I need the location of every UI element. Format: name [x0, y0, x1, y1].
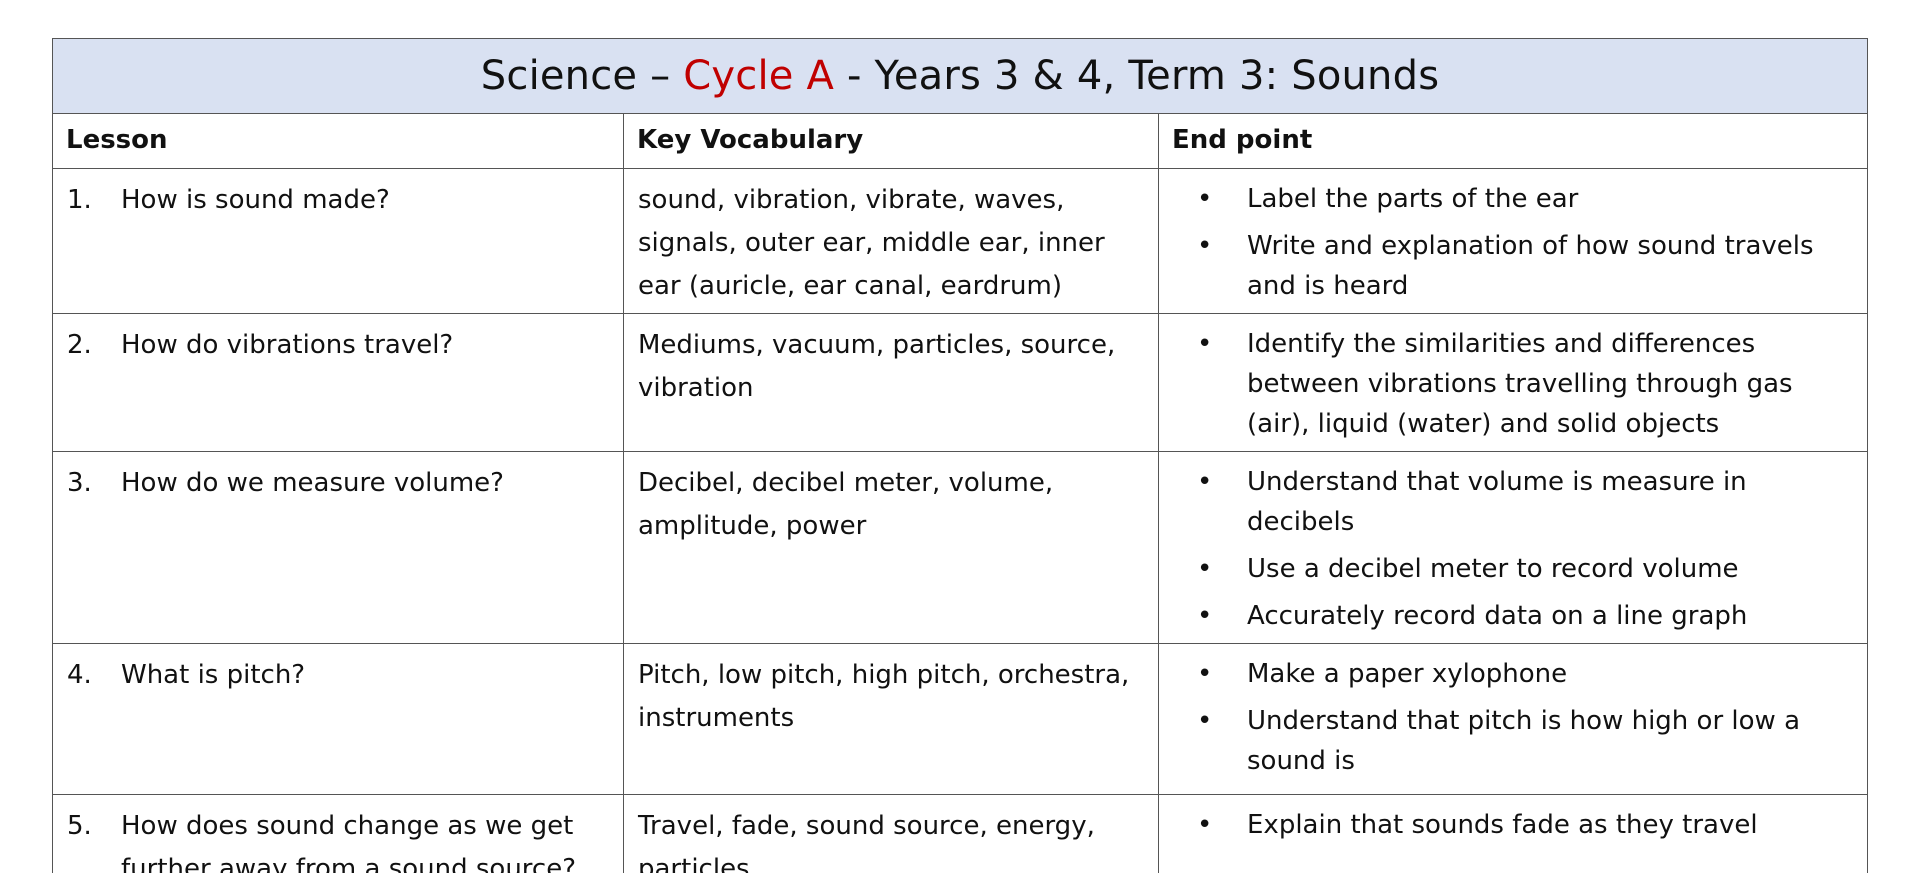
end-point-cell: • Identify the similarities and differenc… [1157, 313, 1869, 452]
column-header-row: Lesson Key Vocabulary End point [52, 113, 1869, 169]
lesson-question: How do vibrations travel? [121, 330, 454, 360]
table-row: 2. How do vibrations travel? Mediums, va… [52, 313, 1869, 452]
bullet-icon: • [1197, 231, 1213, 261]
end-point-item: • Write and explanation of how sound trav… [1173, 226, 1855, 306]
lesson-cell: 2. How do vibrations travel? [52, 313, 624, 452]
lesson-cell: 4. What is pitch? [52, 643, 624, 795]
end-point-item: • Explain that sounds fade as they travel [1173, 805, 1855, 845]
column-header-vocabulary: Key Vocabulary [623, 113, 1159, 169]
vocabulary-cell: Mediums, vacuum, particles, source, vibr… [623, 313, 1159, 452]
lesson-number: 2. [67, 330, 92, 360]
vocabulary-cell: Travel, fade, sound source, energy, part… [623, 794, 1159, 873]
lesson-cell: 5. How does sound change as we get furth… [52, 794, 624, 873]
end-point-item: • Identify the similarities and differenc… [1173, 324, 1855, 444]
end-point-item: • Understand that volume is measure in de… [1173, 462, 1855, 542]
table-row: 4. What is pitch? Pitch, low pitch, high… [52, 643, 1869, 795]
end-point-cell: • Explain that sounds fade as they travel [1157, 794, 1869, 873]
end-point-item: • Accurately record data on a line graph [1173, 596, 1855, 636]
lesson-question: How do we measure volume? [121, 468, 504, 498]
title-suffix: - Years 3 & 4, Term 3: Sounds [834, 53, 1440, 99]
end-point-cell: • Make a paper xylophone • Understand that… [1157, 643, 1869, 795]
lesson-cell: 3. How do we measure volume? [52, 451, 624, 644]
bullet-icon: • [1197, 810, 1213, 840]
lesson-question: How is sound made? [121, 185, 390, 215]
end-point-item: • Make a paper xylophone [1173, 654, 1855, 694]
bullet-icon: • [1197, 706, 1213, 736]
bullet-icon: • [1197, 467, 1213, 497]
bullet-icon: • [1197, 329, 1213, 359]
lesson-number: 1. [67, 185, 92, 215]
page-title: Science – Cycle A - Years 3 & 4, Term 3:… [51, 38, 1869, 114]
end-point-item: • Label the parts of the ear [1173, 179, 1855, 219]
title-accent: Cycle A [683, 53, 835, 99]
end-point-cell: • Understand that volume is measure in de… [1157, 451, 1869, 644]
end-point-item: • Understand that pitch is how high or lo… [1173, 701, 1855, 781]
vocabulary-cell: Pitch, low pitch, high pitch, orchestra,… [623, 643, 1159, 795]
lesson-number: 4. [67, 660, 92, 690]
vocabulary-cell: Decibel, decibel meter, volume, amplitud… [623, 451, 1159, 644]
curriculum-sheet: Science – Cycle A - Years 3 & 4, Term 3:… [51, 38, 1869, 873]
table-row: 5. How does sound change as we get furth… [52, 794, 1869, 873]
title-prefix: Science – [480, 53, 684, 99]
column-header-lesson: Lesson [52, 113, 624, 169]
lesson-question: What is pitch? [121, 660, 306, 690]
end-point-cell: • Label the parts of the ear • Write and e… [1157, 168, 1869, 314]
bullet-icon: • [1197, 554, 1213, 584]
bullet-icon: • [1197, 659, 1213, 689]
table-row: 3. How do we measure volume? Decibel, de… [52, 451, 1869, 644]
lesson-number: 5. [67, 811, 92, 841]
title-row: Science – Cycle A - Years 3 & 4, Term 3:… [51, 38, 1869, 114]
lesson-number: 3. [67, 468, 92, 498]
lesson-cell: 1. How is sound made? [52, 168, 624, 314]
end-point-item: • Use a decibel meter to record volume [1173, 549, 1855, 589]
column-header-end-point: End point [1157, 113, 1869, 169]
lesson-plan-table: Science – Cycle A - Years 3 & 4, Term 3:… [51, 38, 1869, 873]
table-row: 1. How is sound made? sound, vibration, … [52, 168, 1869, 314]
lesson-question: How does sound change as we get further … [121, 811, 577, 873]
vocabulary-cell: sound, vibration, vibrate, waves, signal… [623, 168, 1159, 314]
bullet-icon: • [1197, 184, 1213, 214]
bullet-icon: • [1197, 601, 1213, 631]
